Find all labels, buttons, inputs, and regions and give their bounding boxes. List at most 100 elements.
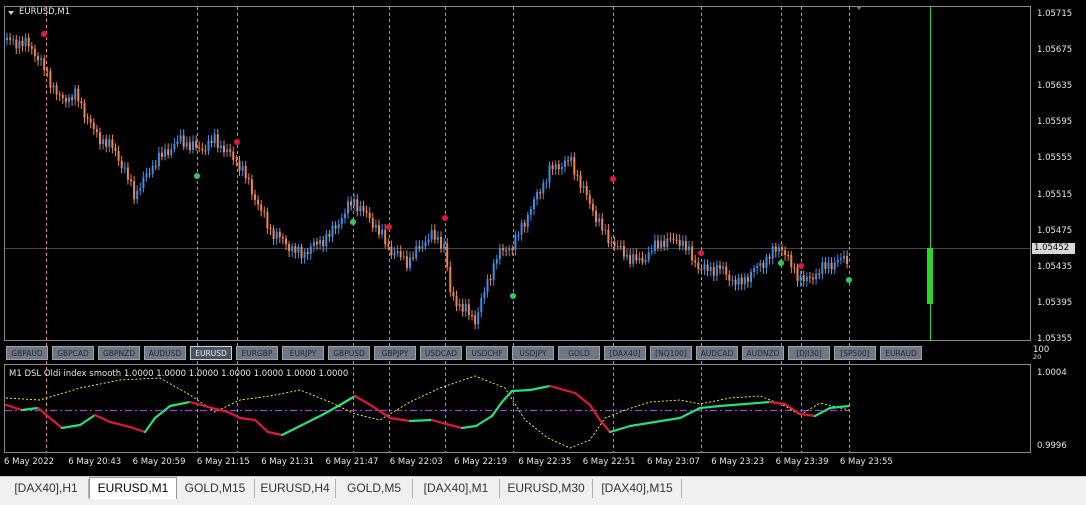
- candle-body: [415, 246, 418, 258]
- symbol-button-usdjpy[interactable]: USDJPY: [512, 346, 554, 360]
- sell-signal-dot: [386, 224, 392, 230]
- candle-body: [440, 237, 442, 249]
- candle-body: [694, 260, 697, 263]
- candle-body: [365, 211, 368, 213]
- symbol-button-gold[interactable]: GOLD: [558, 346, 600, 360]
- candle-body: [595, 210, 597, 222]
- candle-body: [37, 56, 39, 61]
- sell-signal-dot: [798, 263, 804, 269]
- buy-signal-dot: [846, 277, 852, 283]
- candle-body: [579, 175, 582, 188]
- price-chart[interactable]: [0, 0, 1086, 476]
- chart-menu-triangle-icon[interactable]: [8, 11, 14, 15]
- chart-window[interactable]: EURUSD,M1 1.05715 1.05675 1.05635 1.05595 1.…: [0, 0, 1086, 476]
- candle-body: [167, 149, 170, 156]
- candle-body: [464, 304, 467, 312]
- candle-body: [359, 206, 362, 212]
- candle-body: [678, 240, 681, 247]
- candle-body: [263, 210, 266, 212]
- symbol-button-gbpcad[interactable]: GBPCAD: [52, 346, 94, 360]
- candle-body: [737, 277, 740, 285]
- symbol-button-euraud[interactable]: EURAUD: [880, 346, 922, 360]
- main-chart-frame: [4, 6, 1031, 341]
- oscillator-segment: [608, 424, 632, 434]
- symbol-button-audnzd[interactable]: AUDNZD: [742, 346, 784, 360]
- candle-body: [235, 160, 238, 162]
- symbol-button-gbpjpy[interactable]: GBPJPY: [374, 346, 416, 360]
- chart-tab[interactable]: [DAX40],M15: [593, 479, 682, 498]
- price-axis-label: 1.05355: [1037, 333, 1073, 344]
- symbol-button-eurusd[interactable]: EURUSD: [190, 346, 232, 360]
- candle-body: [616, 246, 619, 248]
- candle-body: [102, 139, 105, 144]
- price-axis-label: 1.05635: [1037, 81, 1073, 92]
- candle-body: [833, 262, 836, 270]
- candle-body: [356, 199, 359, 212]
- symbol-button-audusd[interactable]: AUDUSD: [144, 346, 186, 360]
- chart-tab[interactable]: EURUSD,M1: [89, 477, 177, 499]
- symbol-button-eurgbp[interactable]: EURGBP: [236, 346, 278, 360]
- candle-body: [61, 95, 64, 98]
- chart-tab[interactable]: EURUSD,H4: [255, 479, 336, 498]
- candle-body: [672, 238, 675, 240]
- symbol-button-usdchf[interactable]: USDCHF: [466, 346, 508, 360]
- candle-body: [204, 150, 207, 152]
- candle-body: [765, 256, 768, 268]
- chart-tab[interactable]: [DAX40],H1: [4, 479, 89, 498]
- oscillator-segment: [4, 403, 24, 412]
- candle-body: [467, 304, 470, 316]
- time-axis-label: 6 May 20:59: [132, 457, 186, 467]
- candle-body: [604, 229, 607, 231]
- indicator-scale-top: 100: [1033, 345, 1050, 355]
- chart-tab[interactable]: GOLD,M5: [336, 479, 413, 498]
- sell-signal-dot: [234, 139, 240, 145]
- symbol-button-gbpaud[interactable]: GBPAUD: [6, 346, 48, 360]
- symbol-button-audcad[interactable]: AUDCAD: [696, 346, 738, 360]
- candle-body: [371, 218, 374, 228]
- chart-shift-marker-icon[interactable]: [856, 6, 862, 10]
- candle-body: [542, 182, 545, 194]
- oscillator-segment: [548, 384, 577, 395]
- candle-body: [378, 225, 380, 235]
- candle-body: [477, 312, 480, 324]
- time-axis-label: 6 May 23:07: [647, 457, 700, 467]
- symbol-button-sp500[interactable]: [SP500]: [834, 346, 876, 360]
- oscillator-segment: [573, 391, 592, 407]
- candle-body: [179, 135, 182, 142]
- candle-body: [238, 161, 241, 171]
- candle-body: [508, 248, 511, 251]
- candle-body: [275, 231, 278, 239]
- symbol-button-gbpusd[interactable]: GBPUSD: [328, 346, 370, 360]
- symbol-button-usdcad[interactable]: USDCAD: [420, 346, 462, 360]
- oscillator-segment: [188, 400, 214, 410]
- symbol-button-dax40[interactable]: [DAX40]: [604, 346, 646, 360]
- oscillator-segment: [510, 388, 532, 393]
- chart-tab-bar: [DAX40],H1 EURUSD,M1 GOLD,M15 EURUSD,H4 GOLD…: [0, 476, 1086, 505]
- symbol-button-eurjpy[interactable]: EURJPY: [282, 346, 324, 360]
- candle-body: [368, 212, 371, 219]
- indicator-panel-frame: [4, 364, 1031, 453]
- candle-body: [728, 274, 731, 281]
- candle-body: [21, 40, 24, 46]
- candle-body: [303, 251, 306, 258]
- candle-body: [815, 273, 818, 280]
- oscillator-segment: [128, 425, 147, 434]
- chart-tab[interactable]: GOLD,M15: [176, 479, 255, 498]
- sell-signal-dot: [610, 176, 616, 182]
- candle-body: [49, 71, 52, 88]
- candle-body: [712, 267, 715, 276]
- candle-body: [774, 246, 777, 252]
- candle-body: [498, 248, 501, 259]
- candle-body: [799, 275, 802, 282]
- oscillator-segment: [430, 418, 448, 426]
- candle-body: [374, 225, 377, 228]
- symbol-button-dji30[interactable]: [DJI30]: [788, 346, 830, 360]
- candle-body: [839, 258, 842, 260]
- chart-tab[interactable]: [DAX40],M1: [413, 479, 500, 498]
- chart-tab[interactable]: EURUSD,M30: [500, 479, 593, 498]
- indicator-title: M1 DSL Oldi index smooth 1.0000 1.0000 1…: [9, 369, 349, 379]
- symbol-button-gbpnzd[interactable]: GBPNZD: [98, 346, 140, 360]
- oscillator-segment: [210, 406, 230, 414]
- candle-body: [706, 264, 709, 271]
- symbol-button-nq100[interactable]: [NQ100]: [650, 346, 692, 360]
